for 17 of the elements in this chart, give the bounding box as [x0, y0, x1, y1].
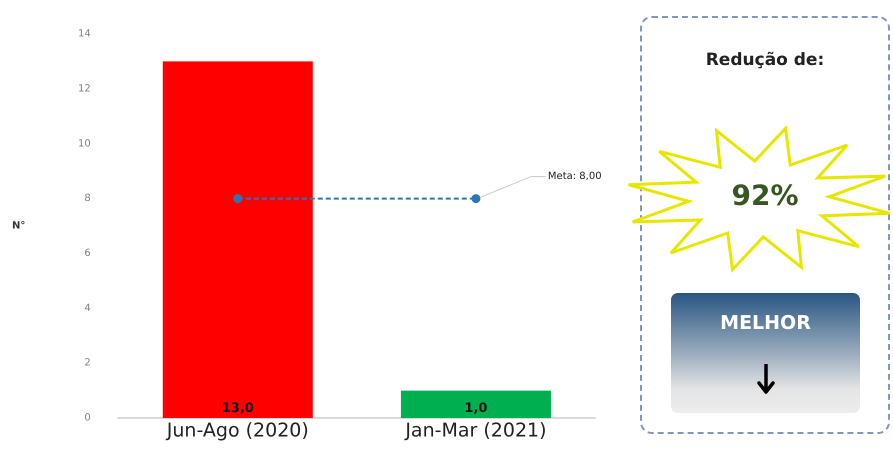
text: 92% [730, 179, 800, 212]
annotation: Meta: 8,00 [548, 171, 602, 182]
x-tick-label: Jan-Mar (2021) [404, 419, 547, 442]
y-tick-label: 2 [84, 358, 91, 369]
x-tick-label: Jun-Ago (2020) [166, 419, 309, 442]
y-axis-title: N° [12, 220, 26, 232]
text: MELHOR [719, 312, 812, 334]
y-tick-label: 14 [78, 28, 91, 40]
y-tick-label: 6 [84, 248, 91, 260]
y-tick-label: 4 [84, 302, 91, 314]
y-tick-label: 0 [84, 412, 91, 424]
data-label: 13,0 [222, 400, 254, 416]
data-label: 1,0 [464, 400, 488, 416]
y-tick-label: 10 [78, 138, 91, 150]
text: Redução de: [704, 50, 826, 70]
y-tick-label: 8 [84, 193, 91, 204]
y-tick-label: 12 [78, 83, 91, 94]
